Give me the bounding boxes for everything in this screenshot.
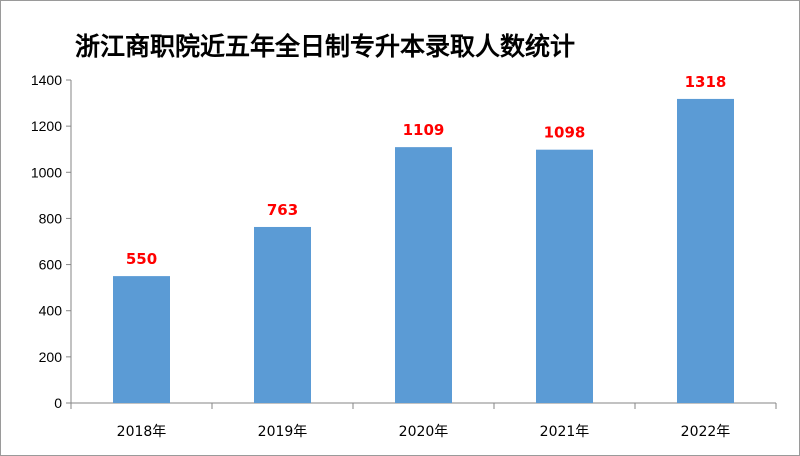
data-label: 763 xyxy=(267,201,298,219)
bar-2021年 xyxy=(536,149,593,403)
bar-2020年 xyxy=(395,147,452,403)
y-tick-label: 400 xyxy=(39,303,63,319)
x-tick-label: 2020年 xyxy=(399,424,449,440)
bar-2022年 xyxy=(677,98,734,403)
data-label: 1098 xyxy=(544,124,586,142)
x-tick-label: 2022年 xyxy=(681,424,731,440)
chart-title: 浙江商职院近五年全日制专升本录取人数统计 xyxy=(75,32,576,61)
data-label: 550 xyxy=(126,250,157,268)
y-tick-label: 1200 xyxy=(31,118,62,134)
y-tick-label: 800 xyxy=(39,210,63,226)
x-tick-label: 2019年 xyxy=(258,424,308,440)
x-tick-label: 2021年 xyxy=(540,424,590,440)
bar-2019年 xyxy=(254,226,311,403)
data-label: 1109 xyxy=(403,121,445,139)
data-label: 1318 xyxy=(685,73,727,91)
y-tick-label: 1000 xyxy=(31,164,62,180)
y-tick-label: 1400 xyxy=(31,72,62,88)
bar-2018年 xyxy=(113,276,170,403)
x-tick-label: 2018年 xyxy=(117,424,167,440)
y-tick-label: 200 xyxy=(39,349,63,365)
y-tick-label: 0 xyxy=(54,395,62,411)
y-tick-label: 600 xyxy=(39,257,63,273)
